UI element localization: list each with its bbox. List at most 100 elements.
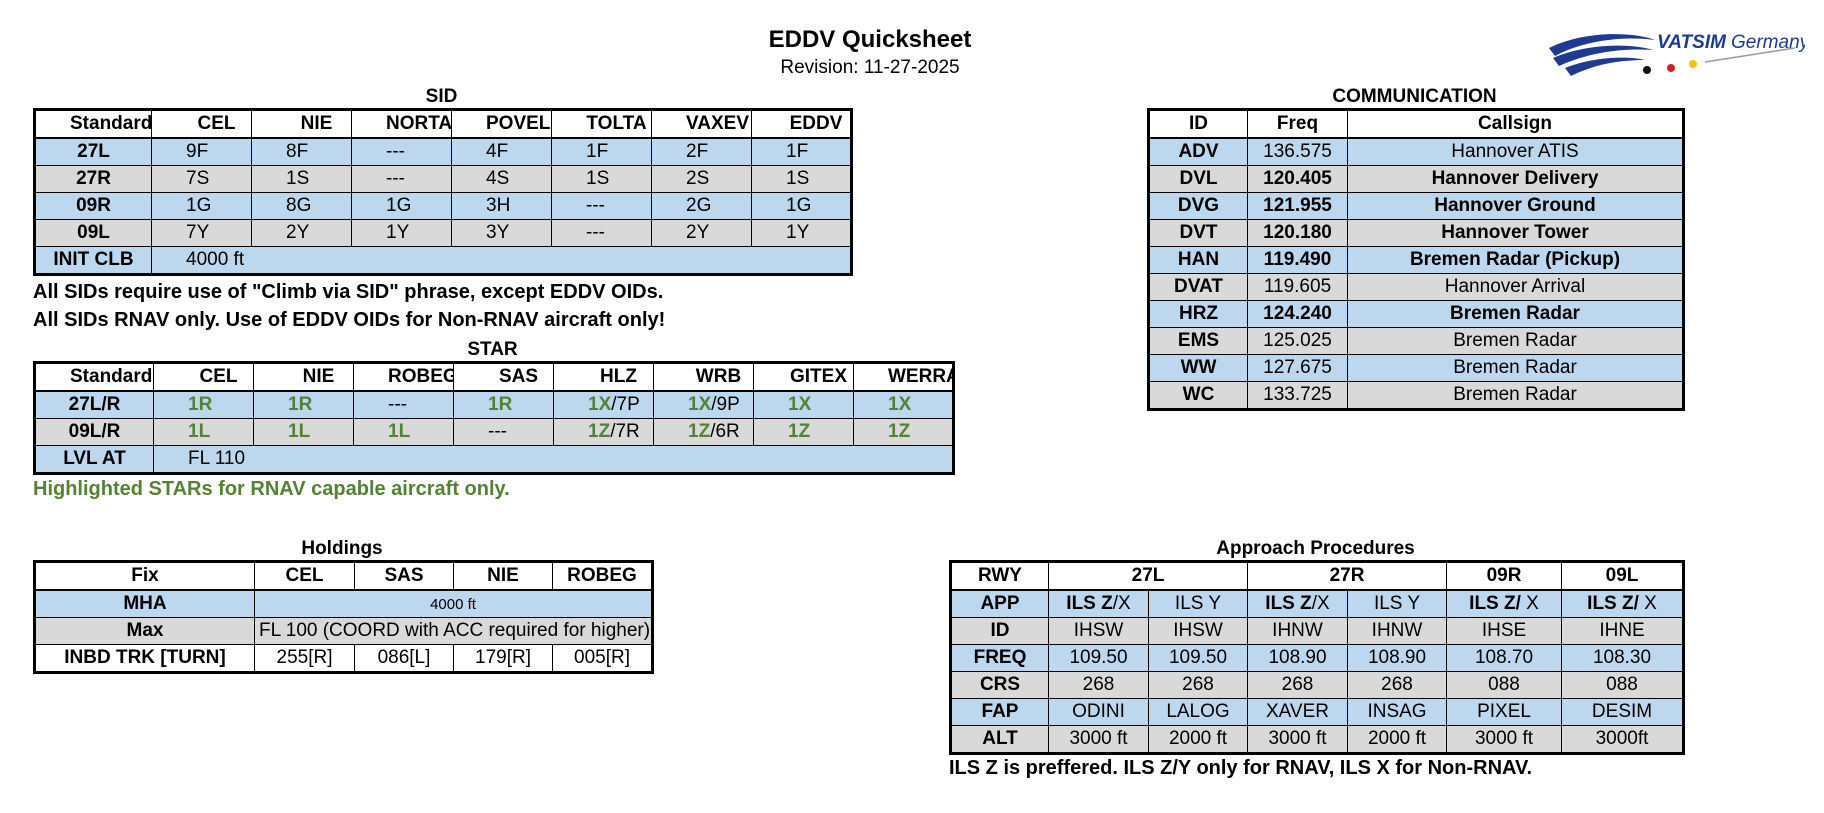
cell: ILS Y (1148, 589, 1248, 618)
cell: --- (551, 219, 652, 247)
note: All SIDs RNAV only. Use of EDDV OIDs for… (33, 309, 666, 331)
logo: VATSIM Germany (1549, 32, 1805, 76)
table-row: DVAT 119.605 Hannover Arrival (1148, 273, 1684, 301)
cell: LALOG (1148, 698, 1248, 726)
cell: Bremen Radar (1347, 327, 1684, 355)
cell-text: 1Z (688, 421, 711, 442)
row-header: DVAT (1148, 273, 1248, 301)
column-header: WERRA (853, 362, 954, 392)
cell-text: 1R (188, 394, 213, 415)
cell: 4000 ft (151, 246, 852, 275)
row-header: LVL AT (34, 445, 154, 474)
cell-text: X (1638, 593, 1657, 614)
row-header: 09L (34, 219, 152, 247)
holdings-table: Fix CEL SAS NIE ROBEG MHA 4000 ft Max FL 100 (CO… (33, 560, 654, 674)
column-header: ROBEG (353, 362, 454, 392)
cell: 1X/7P (553, 390, 654, 419)
column-header: Freq (1247, 109, 1348, 139)
communication-section: COMMUNICATION ID Freq Callsign ADV 136.575 Ha… (1147, 86, 1685, 411)
cell: 1Y (351, 219, 452, 247)
note: ILS Z is preffered. ILS Z/Y only for RNA… (949, 757, 1533, 779)
row-header: DVL (1148, 165, 1248, 193)
cell: 127.675 (1247, 354, 1348, 382)
cell-text: ILS Z/ (1587, 593, 1639, 614)
section-title: STAR (467, 339, 518, 360)
cell-text: /X (1311, 593, 1330, 614)
cell: Hannover Delivery (1347, 165, 1684, 193)
cell: ILS Z/ X (1446, 589, 1563, 618)
column-header: ROBEG (552, 561, 653, 591)
cell: 2000 ft (1346, 725, 1448, 754)
table-row: DVG 121.955 Hannover Ground (1148, 192, 1684, 220)
column-header: NIE (251, 109, 352, 139)
cell: 1L (353, 418, 454, 446)
row-header: ADV (1148, 137, 1248, 166)
cell: --- (453, 418, 554, 446)
column-header: 27R (1246, 561, 1448, 591)
cell-text: 1Z (588, 421, 611, 442)
cell: --- (351, 165, 452, 193)
cell: 124.240 (1247, 300, 1348, 328)
cell: 1X/9P (653, 390, 754, 419)
section-title: Holdings (301, 538, 383, 559)
row-header: 09R (34, 192, 152, 220)
cell: IHSW (1148, 617, 1248, 645)
cell: 2F (651, 137, 752, 166)
cell: FL 110 (153, 445, 954, 474)
table-row: WW 127.675 Bremen Radar (1148, 354, 1684, 382)
header-row: RWY 27L 27R 09R 09L (950, 561, 1685, 591)
logo-swoosh (1549, 34, 1655, 56)
column-header: NIE (253, 362, 354, 392)
row-header: ID (950, 617, 1049, 645)
cell: 2Y (251, 219, 352, 247)
cell: INSAG (1346, 698, 1448, 726)
logo-dot (1689, 60, 1697, 68)
logo-dot (1643, 66, 1651, 74)
cell-text: 1Z (888, 421, 911, 442)
row-header: Max (34, 617, 255, 645)
cell: 1R (253, 390, 354, 419)
header-row: ID Freq Callsign (1148, 109, 1684, 139)
cell-text: X (1520, 593, 1539, 614)
title: EDDV Quicksheet (768, 26, 972, 53)
cell: 1R (153, 390, 254, 419)
cell: 109.50 (1148, 644, 1248, 672)
table-row: DVL 120.405 Hannover Delivery (1148, 165, 1684, 193)
cell: --- (351, 137, 452, 166)
table-row: 09R 1G 8G 1G 3H --- 2G 1G (34, 192, 852, 220)
note: Highlighted STARs for RNAV capable aircr… (33, 478, 510, 500)
cell-text: 1X (888, 394, 912, 415)
cell: IHSW (1048, 617, 1149, 645)
cell: 120.180 (1247, 219, 1348, 247)
column-header: 09R (1446, 561, 1563, 591)
column-header: HLZ (553, 362, 654, 392)
table-row: HRZ 124.240 Bremen Radar (1148, 300, 1684, 328)
table-row: FREQ 109.50 109.50 108.90 108.90 108.70 108.30 (950, 644, 1685, 672)
cell: Bremen Radar (1347, 354, 1684, 382)
cell: 1F (751, 137, 852, 166)
cell: ILS Z/X (1048, 589, 1149, 618)
sid-section: SID Standard CEL NIE NORTA POVEL TOLTA VAXEV ED… (33, 86, 853, 334)
cell: IHSE (1446, 617, 1563, 645)
table-row: ALT 3000 ft 2000 ft 3000 ft 2000 ft 3000 ft 30… (950, 725, 1685, 754)
cell: Hannover Tower (1347, 219, 1684, 247)
column-header: 09L (1561, 561, 1685, 591)
cell-text: 1X (788, 394, 812, 415)
cell: 2G (651, 192, 752, 220)
column-header: 27L (1048, 561, 1248, 591)
column-header: VAXEV (651, 109, 752, 139)
cell: 005[R] (552, 644, 653, 673)
row-header: 27L/R (34, 390, 154, 419)
table-row: DVT 120.180 Hannover Tower (1148, 219, 1684, 247)
cell: 3000 ft (1446, 725, 1563, 754)
cell: 8G (251, 192, 352, 220)
cell: 119.605 (1247, 273, 1348, 301)
row-header: HRZ (1148, 300, 1248, 328)
cell-text: ILS Z/ (1469, 593, 1521, 614)
logo-brand: VATSIM (1657, 32, 1727, 53)
cell: 121.955 (1247, 192, 1348, 220)
note: All SIDs require use of "Climb via SID" … (33, 281, 664, 303)
logo-dot (1667, 64, 1675, 72)
column-header: RWY (950, 561, 1049, 591)
cell: Bremen Radar (1347, 300, 1684, 328)
